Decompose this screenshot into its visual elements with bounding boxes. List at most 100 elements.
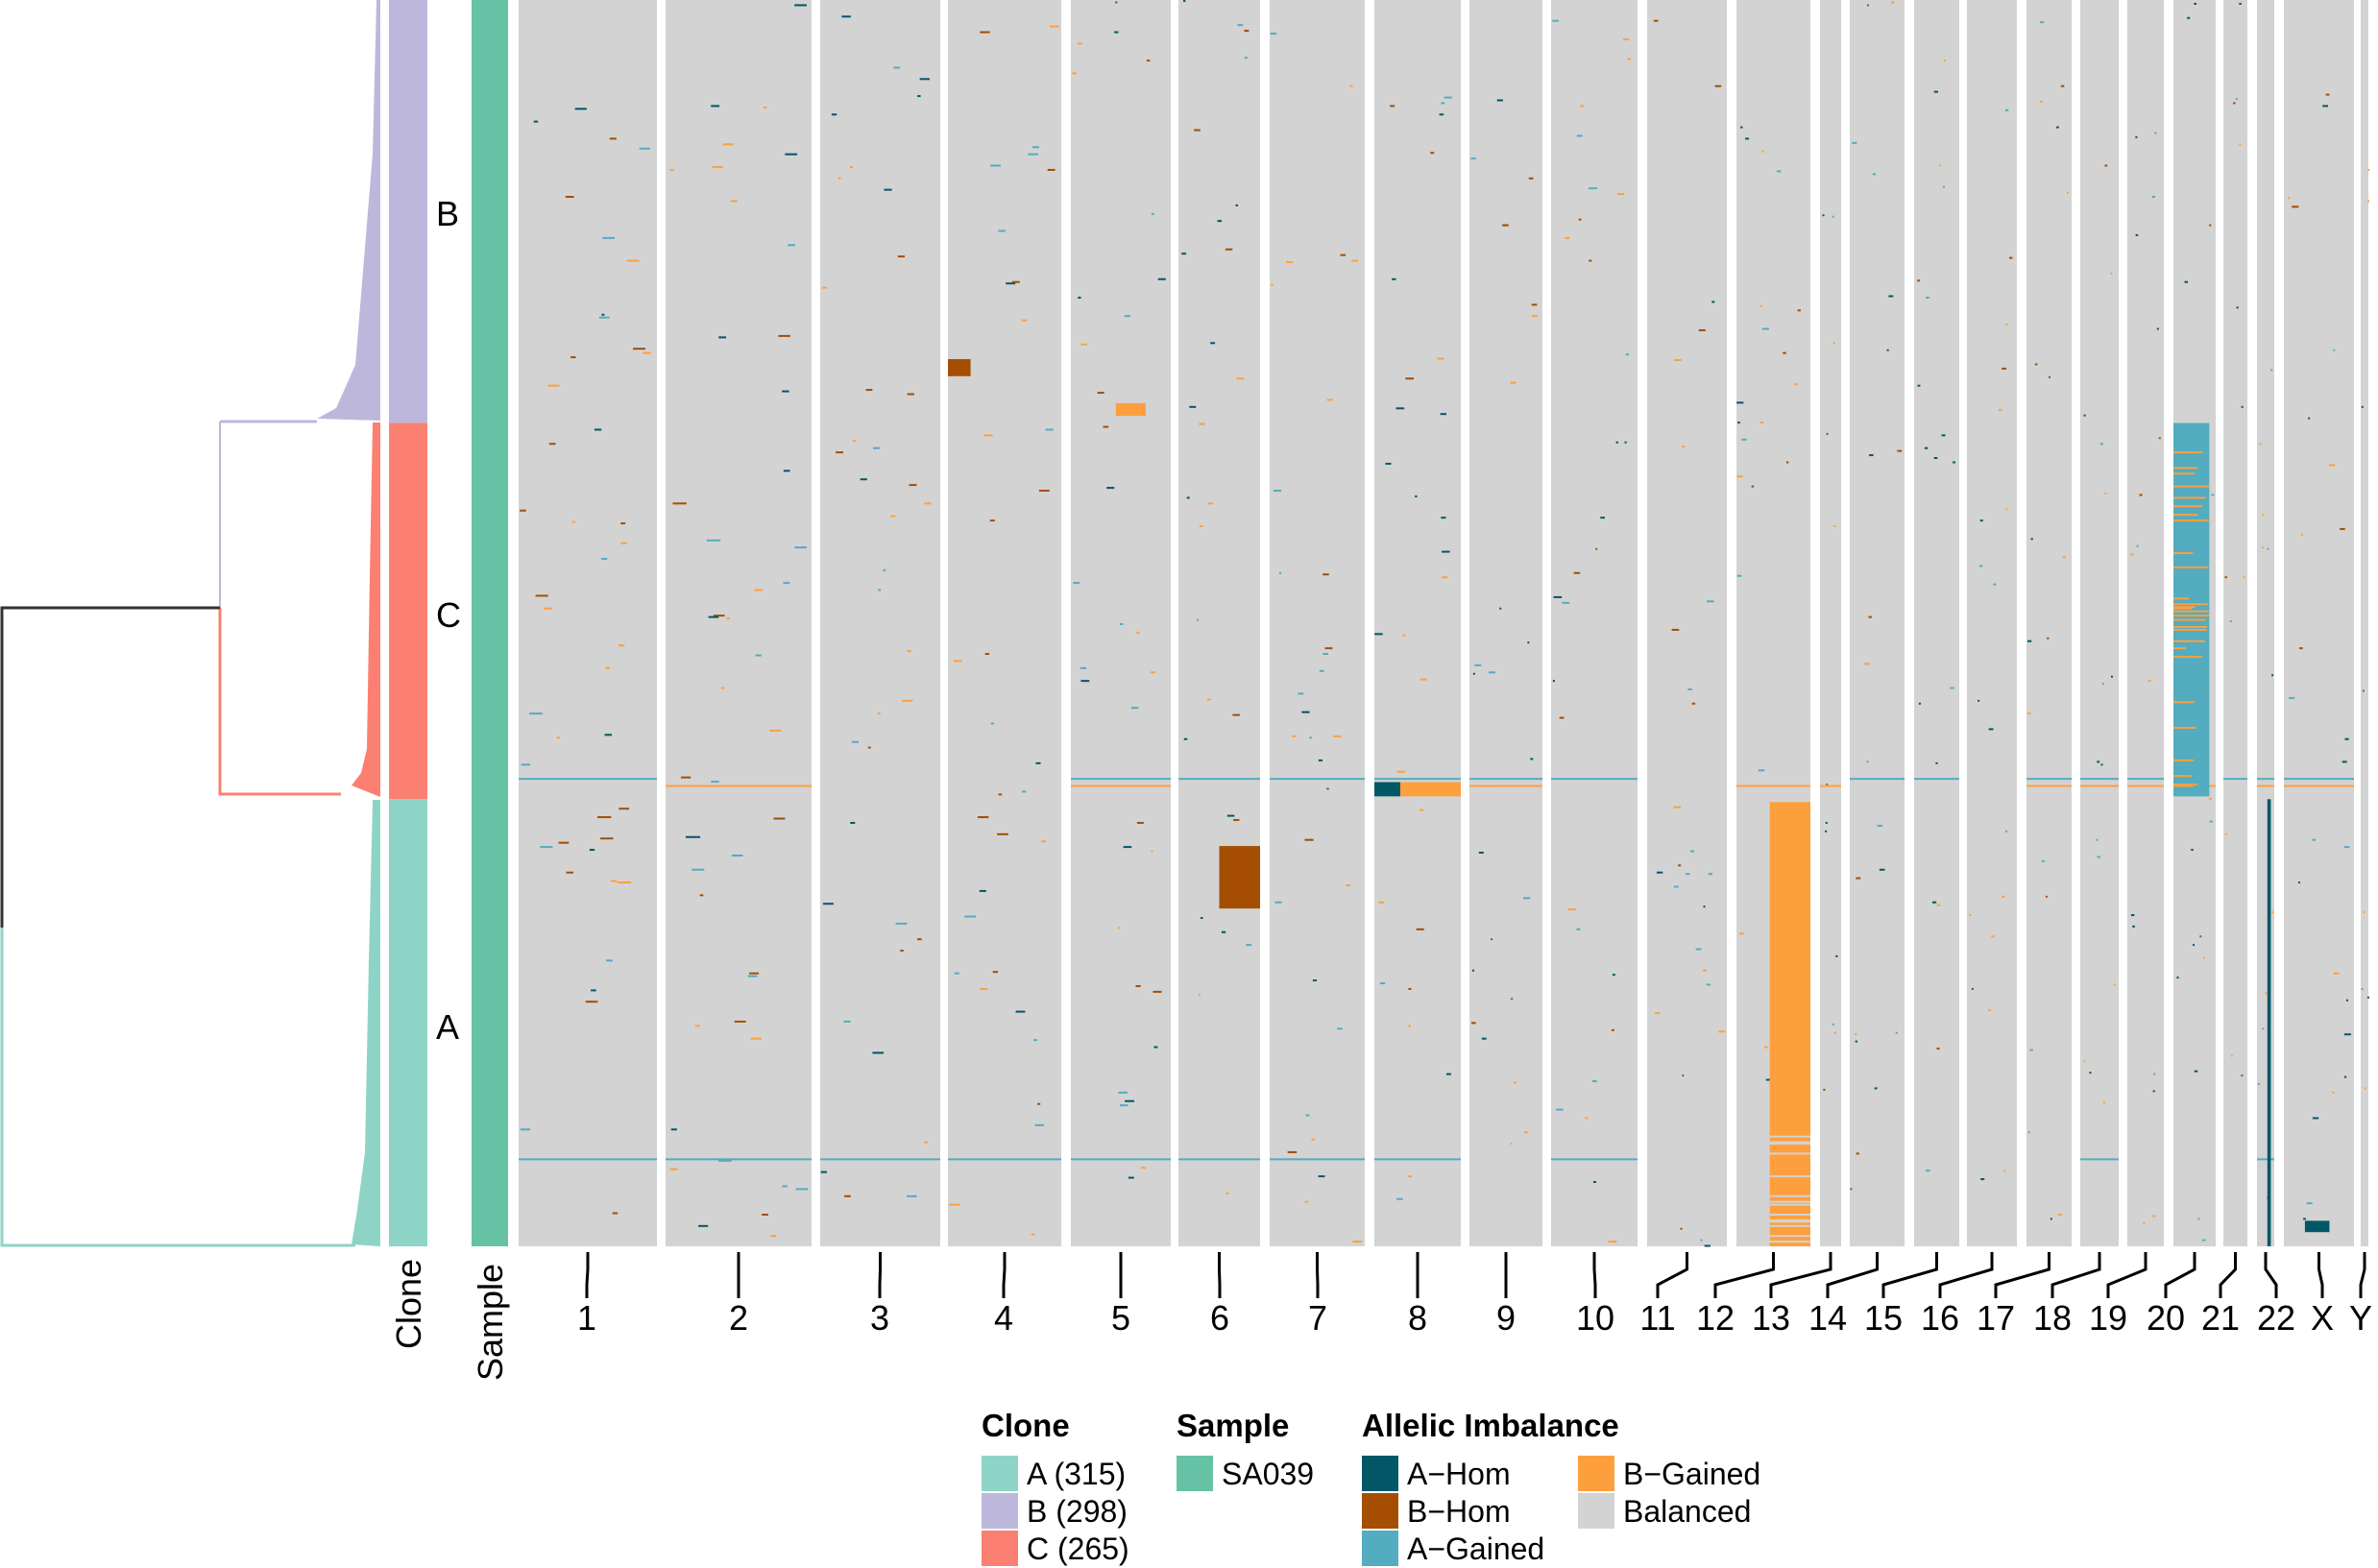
cell-segment xyxy=(1691,702,1696,705)
cell-segment xyxy=(1856,877,1861,880)
cell-segment xyxy=(2173,618,2206,621)
cell-segment xyxy=(547,384,560,387)
segment-chr8-a-hom xyxy=(1374,782,1400,797)
cell-segment xyxy=(1047,168,1056,171)
cell-segment xyxy=(1015,1010,1026,1013)
cell-segment xyxy=(1832,215,1834,218)
segment-chrX-a-hom xyxy=(2304,1220,2330,1233)
cell-segment xyxy=(907,650,911,653)
cell-segment xyxy=(949,1203,960,1206)
cell-segment xyxy=(1825,830,1828,832)
cell-segment xyxy=(1199,524,1203,527)
chromosome-label-1: 1 xyxy=(577,1298,596,1338)
chromosome-label-21: 21 xyxy=(2201,1298,2240,1338)
cell-segment xyxy=(2083,1060,2086,1063)
cell-segment xyxy=(1189,405,1197,408)
cell-segment xyxy=(731,854,743,856)
axis-connector-11 xyxy=(1656,1252,1688,1298)
cell-segment xyxy=(2097,760,2100,763)
axis-connector-17 xyxy=(1994,1252,2050,1298)
cell-segment xyxy=(919,78,930,81)
cell-segment xyxy=(1565,236,1570,239)
cell-segment xyxy=(1153,990,1162,993)
cell-segment xyxy=(1653,19,1659,22)
cell-segment xyxy=(1201,917,1203,920)
cell-segment xyxy=(722,143,734,146)
cell-segment xyxy=(1510,1143,1513,1146)
axis-connector-13 xyxy=(1769,1252,1832,1298)
cell-segment xyxy=(1527,641,1530,644)
cell-segment xyxy=(1041,840,1047,843)
cell-segment xyxy=(2193,944,2196,947)
cell-segment xyxy=(2184,280,2189,283)
cell-segment xyxy=(1378,901,1385,904)
cell-segment xyxy=(602,236,616,239)
legend-swatch-b-gained xyxy=(1578,1456,1614,1491)
cell-segment xyxy=(521,763,530,766)
cell-segment xyxy=(2153,1073,2156,1075)
cell-segment xyxy=(589,849,595,852)
cell-segment xyxy=(1978,565,1983,567)
cell-segment xyxy=(2003,1170,2006,1172)
chromosome-column-Y xyxy=(2361,0,2368,1246)
cell-segment xyxy=(1340,253,1347,256)
cell-segment xyxy=(533,120,539,123)
cell-segment xyxy=(1759,422,1764,424)
cell-segment xyxy=(1769,1152,1810,1155)
cell-segment xyxy=(1405,377,1415,380)
cell-segment xyxy=(1287,1150,1298,1153)
cell-segment xyxy=(1559,716,1565,719)
cell-segment xyxy=(1736,784,1810,787)
cell-segment xyxy=(1225,1192,1229,1194)
cell-segment xyxy=(1318,759,1323,761)
cell-segment xyxy=(2364,1087,2366,1090)
cell-segment xyxy=(1274,901,1282,904)
cell-segment xyxy=(1322,573,1329,576)
cell-segment xyxy=(1531,303,1538,306)
cell-segment xyxy=(2008,256,2013,259)
cell-segment xyxy=(565,196,574,199)
chromosome-column-18 xyxy=(2080,0,2119,1246)
cell-segment xyxy=(2147,680,2151,683)
cell-segment xyxy=(2130,553,2134,556)
cell-segment xyxy=(2100,763,2103,766)
clone-bar-label: Clone xyxy=(389,1258,428,1349)
cell-segment xyxy=(1511,998,1514,1001)
cell-segment xyxy=(2027,712,2031,715)
cell-segment xyxy=(1124,315,1130,318)
cell-segment xyxy=(1769,1175,1810,1178)
cell-segment xyxy=(782,1185,788,1188)
axis-connector-14 xyxy=(1826,1252,1879,1298)
cell-segment xyxy=(1585,1117,1589,1120)
chromosome-column-1 xyxy=(519,0,657,1246)
cell-segment xyxy=(1615,441,1618,444)
cell-segment xyxy=(1236,377,1245,380)
cell-segment xyxy=(1073,582,1080,585)
cell-segment xyxy=(1080,680,1090,683)
cell-segment xyxy=(2312,1117,2319,1120)
cell-segment xyxy=(1918,702,1921,705)
chromosome-label-11: 11 xyxy=(1639,1298,1675,1338)
cell-segment xyxy=(1442,550,1450,553)
cell-segment xyxy=(698,1224,709,1227)
cell-segment xyxy=(1736,475,1743,478)
cell-segment xyxy=(1656,871,1663,874)
cell-segment xyxy=(2257,784,2274,787)
cell-segment xyxy=(997,832,1008,835)
cell-segment xyxy=(2333,972,2340,975)
cell-segment xyxy=(2201,1239,2206,1242)
cell-segment xyxy=(1655,1012,1661,1015)
chromosome-label-6: 6 xyxy=(1210,1298,1229,1338)
cell-segment xyxy=(836,451,844,454)
cell-segment xyxy=(1408,987,1412,990)
cell-segment xyxy=(1037,1102,1041,1105)
cell-segment xyxy=(820,1158,940,1161)
cell-segment xyxy=(2173,610,2209,613)
axis-connector-12 xyxy=(1713,1252,1775,1298)
cell-segment xyxy=(2271,911,2274,914)
cell-segment xyxy=(2265,992,2268,995)
cell-segment xyxy=(2239,2,2242,5)
cell-segment xyxy=(1552,680,1555,683)
cell-segment xyxy=(1186,496,1190,499)
cell-segment xyxy=(2173,759,2195,761)
